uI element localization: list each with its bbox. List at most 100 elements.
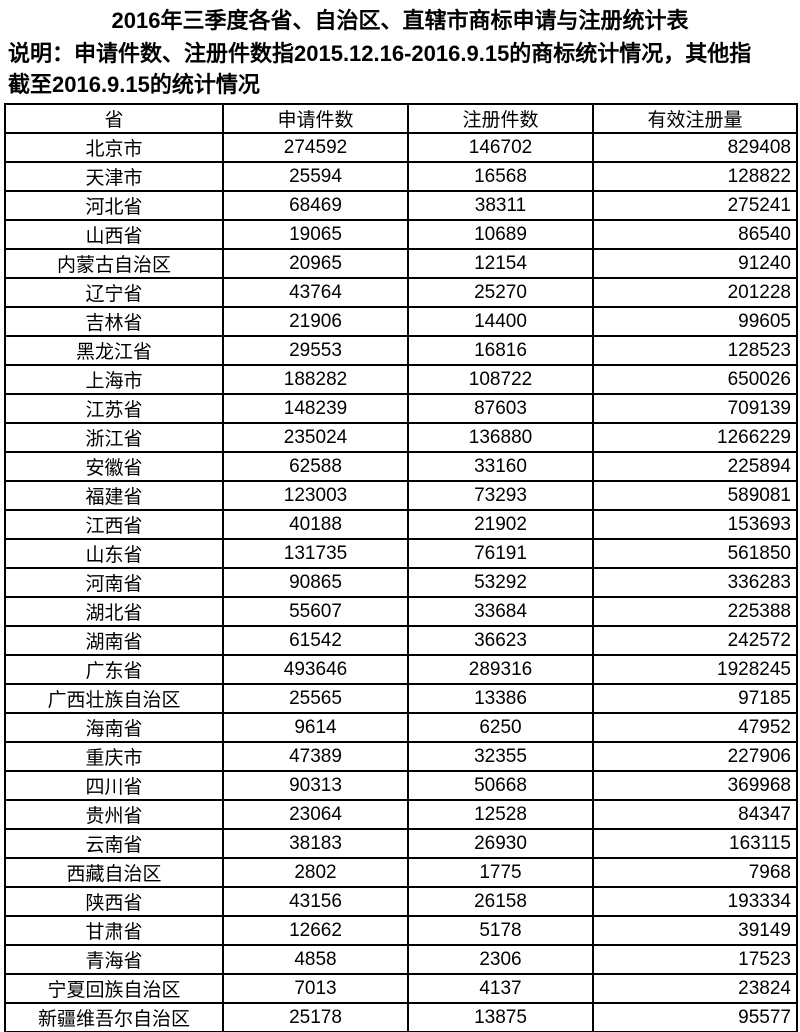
valid-registrations-cell: 369968	[592, 770, 798, 802]
registrations-cell: 13386	[407, 683, 594, 715]
province-cell: 湖北省	[4, 596, 224, 628]
province-cell: 上海市	[4, 364, 224, 396]
valid-registrations-cell: 7968	[592, 857, 798, 889]
applications-cell: 25178	[222, 1002, 409, 1032]
table-row: 江苏省 148239 87603 709139	[4, 393, 798, 425]
table-row: 江西省 40188 21902 153693	[4, 509, 798, 541]
province-cell: 青海省	[4, 944, 224, 976]
valid-registrations-cell: 1928245	[592, 654, 798, 686]
table-row: 宁夏回族自治区 7013 4137 23824	[4, 973, 798, 1005]
province-cell: 新疆维吾尔自治区	[4, 1002, 224, 1032]
province-cell: 安徽省	[4, 451, 224, 483]
registrations-cell: 26158	[407, 886, 594, 918]
province-cell: 山东省	[4, 538, 224, 570]
province-cell: 西藏自治区	[4, 857, 224, 889]
table-row: 青海省 4858 2306 17523	[4, 944, 798, 976]
valid-registrations-cell: 829408	[592, 132, 798, 164]
table-row: 山东省 131735 76191 561850	[4, 538, 798, 570]
table-row: 吉林省 21906 14400 99605	[4, 306, 798, 338]
registrations-cell: 76191	[407, 538, 594, 570]
table-note: 说明：申请件数、注册件数指2015.12.16-2016.9.15的商标统计情况…	[8, 39, 794, 100]
registrations-cell: 10689	[407, 219, 594, 251]
table-row: 安徽省 62588 33160 225894	[4, 451, 798, 483]
table-row: 陕西省 43156 26158 193334	[4, 886, 798, 918]
valid-registrations-cell: 163115	[592, 828, 798, 860]
registrations-cell: 12528	[407, 799, 594, 831]
applications-cell: 68469	[222, 190, 409, 222]
applications-cell: 43764	[222, 277, 409, 309]
applications-cell: 20965	[222, 248, 409, 280]
applications-cell: 7013	[222, 973, 409, 1005]
province-cell: 天津市	[4, 161, 224, 193]
valid-registrations-cell: 91240	[592, 248, 798, 280]
valid-registrations-cell: 97185	[592, 683, 798, 715]
valid-registrations-cell: 39149	[592, 915, 798, 947]
applications-cell: 90313	[222, 770, 409, 802]
province-cell: 海南省	[4, 712, 224, 744]
registrations-cell: 13875	[407, 1002, 594, 1032]
province-cell: 山西省	[4, 219, 224, 251]
table-row: 山西省 19065 10689 86540	[4, 219, 798, 251]
province-cell: 陕西省	[4, 886, 224, 918]
applications-cell: 12662	[222, 915, 409, 947]
valid-registrations-cell: 128523	[592, 335, 798, 367]
table-row: 浙江省 235024 136880 1266229	[4, 422, 798, 454]
applications-cell: 25594	[222, 161, 409, 193]
province-cell: 四川省	[4, 770, 224, 802]
applications-cell: 9614	[222, 712, 409, 744]
valid-registrations-cell: 225388	[592, 596, 798, 628]
applications-cell: 47389	[222, 741, 409, 773]
registrations-cell: 146702	[407, 132, 594, 164]
province-cell: 河南省	[4, 567, 224, 599]
valid-registrations-cell: 99605	[592, 306, 798, 338]
province-cell: 甘肃省	[4, 915, 224, 947]
valid-registrations-cell: 193334	[592, 886, 798, 918]
table-row: 西藏自治区 2802 1775 7968	[4, 857, 798, 889]
valid-registrations-cell: 561850	[592, 538, 798, 570]
applications-cell: 123003	[222, 480, 409, 512]
registrations-cell: 21902	[407, 509, 594, 541]
column-header-registrations: 注册件数	[407, 103, 594, 135]
table-row: 云南省 38183 26930 163115	[4, 828, 798, 860]
province-cell: 河北省	[4, 190, 224, 222]
province-cell: 重庆市	[4, 741, 224, 773]
valid-registrations-cell: 84347	[592, 799, 798, 831]
registrations-cell: 87603	[407, 393, 594, 425]
registrations-cell: 33684	[407, 596, 594, 628]
applications-cell: 235024	[222, 422, 409, 454]
province-cell: 福建省	[4, 480, 224, 512]
valid-registrations-cell: 95577	[592, 1002, 798, 1032]
table-row: 四川省 90313 50668 369968	[4, 770, 798, 802]
province-cell: 浙江省	[4, 422, 224, 454]
applications-cell: 148239	[222, 393, 409, 425]
province-cell: 贵州省	[4, 799, 224, 831]
registrations-cell: 136880	[407, 422, 594, 454]
registrations-cell: 289316	[407, 654, 594, 686]
registrations-cell: 4137	[407, 973, 594, 1005]
registrations-cell: 26930	[407, 828, 594, 860]
valid-registrations-cell: 242572	[592, 625, 798, 657]
applications-cell: 4858	[222, 944, 409, 976]
table-row: 湖北省 55607 33684 225388	[4, 596, 798, 628]
registrations-cell: 1775	[407, 857, 594, 889]
table-row: 甘肃省 12662 5178 39149	[4, 915, 798, 947]
table-row: 黑龙江省 29553 16816 128523	[4, 335, 798, 367]
applications-cell: 90865	[222, 567, 409, 599]
registrations-cell: 33160	[407, 451, 594, 483]
column-header-valid-registrations: 有效注册量	[592, 103, 798, 135]
valid-registrations-cell: 225894	[592, 451, 798, 483]
applications-cell: 131735	[222, 538, 409, 570]
registrations-cell: 6250	[407, 712, 594, 744]
table-row: 河南省 90865 53292 336283	[4, 567, 798, 599]
table-row: 福建省 123003 73293 589081	[4, 480, 798, 512]
province-cell: 湖南省	[4, 625, 224, 657]
header-row: 省 申请件数 注册件数 有效注册量	[4, 103, 798, 135]
applications-cell: 21906	[222, 306, 409, 338]
valid-registrations-cell: 17523	[592, 944, 798, 976]
table-row: 海南省 9614 6250 47952	[4, 712, 798, 744]
valid-registrations-cell: 275241	[592, 190, 798, 222]
applications-cell: 43156	[222, 886, 409, 918]
table-row: 广东省 493646 289316 1928245	[4, 654, 798, 686]
registrations-cell: 32355	[407, 741, 594, 773]
